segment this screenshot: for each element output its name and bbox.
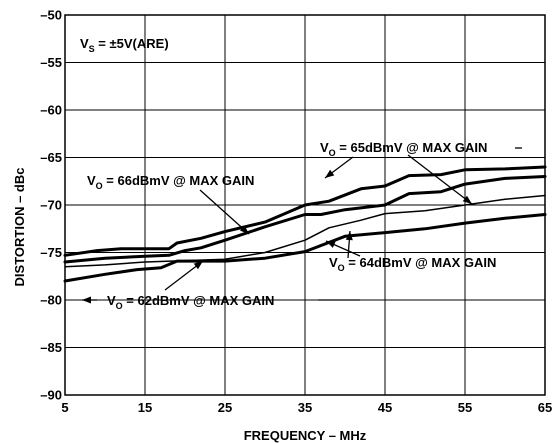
arrow-62-tail-head xyxy=(82,296,91,304)
arrow-66-head xyxy=(239,225,249,234)
x-tick-label: 15 xyxy=(138,400,152,415)
arrow-62-head xyxy=(193,261,203,270)
series-group xyxy=(63,165,547,283)
series-line-2 xyxy=(64,194,546,268)
y-tick-label: –60 xyxy=(40,103,62,118)
annotation-65dbmv: VO = 65dBmV @ MAX GAIN xyxy=(320,140,487,158)
x-axis-label: FREQUENCY – MHz xyxy=(244,428,367,443)
arrow-66-line xyxy=(199,189,250,235)
arrow-65b-head xyxy=(462,195,472,204)
annotation-62dbmv: VO = 62dBmV @ MAX GAIN xyxy=(107,293,274,311)
arrow-64-head xyxy=(345,231,353,241)
annotation-arrows xyxy=(82,147,522,304)
annotation-66dbmv: VO = 66dBmV @ MAX GAIN xyxy=(87,173,254,191)
condition-label: VS = ±5V(ARE) xyxy=(80,36,169,54)
annotation-64dbmv: VO = 64dBmV @ MAX GAIN xyxy=(329,255,496,273)
y-tick-label: –90 xyxy=(40,388,62,403)
y-tick-label: –80 xyxy=(40,293,62,308)
y-tick-label: –55 xyxy=(40,55,62,70)
series-line-3 xyxy=(63,213,547,283)
y-axis-label: DISTORTION – dBc xyxy=(12,168,27,287)
arrow-65-head xyxy=(325,169,335,178)
y-tick-label: –70 xyxy=(40,198,62,213)
y-tick-label: –75 xyxy=(40,245,62,260)
x-tick-label: 35 xyxy=(298,400,312,415)
series-line-0 xyxy=(63,165,547,257)
plot-frame xyxy=(64,14,546,396)
x-tick-labels: 5 15 25 35 45 55 65 xyxy=(61,400,552,415)
x-tick-label: 45 xyxy=(378,400,392,415)
y-tick-labels: –90 –85 –80 –75 –70 –65 –60 –55 –50 xyxy=(40,8,62,403)
y-tick-label: –85 xyxy=(40,340,62,355)
arrow-64b-head xyxy=(326,241,336,248)
x-tick-label: 25 xyxy=(218,400,232,415)
x-tick-label: 5 xyxy=(61,400,68,415)
series-line-1 xyxy=(63,175,547,264)
x-tick-label: 55 xyxy=(458,400,472,415)
x-tick-label: 65 xyxy=(538,400,552,415)
arrow-65b-line xyxy=(407,154,473,205)
y-tick-label: –50 xyxy=(40,8,62,23)
y-tick-label: –65 xyxy=(40,150,62,165)
